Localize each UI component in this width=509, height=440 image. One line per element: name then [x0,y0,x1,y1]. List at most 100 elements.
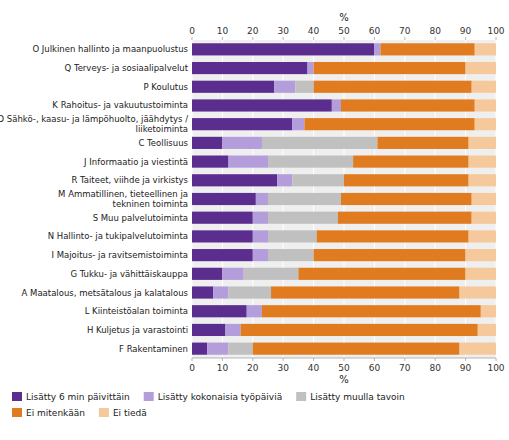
category-label-line: S Muu palvelutoiminta [93,213,188,223]
x-tick-bottom [283,358,284,361]
bar-segment [247,305,262,317]
bar-segment [277,174,292,186]
bars [192,43,496,354]
bar-segment [314,249,466,261]
bar-segment [295,81,313,93]
legend-label: Ei mitenkään [26,408,85,418]
category-label: G Tukku- ja vähittäiskauppa [70,269,188,279]
bar-segment [262,137,378,149]
bar-segment [472,81,496,93]
bar-segment [268,212,338,224]
bar-segment [192,305,247,317]
bar-segment [253,230,268,242]
bar-segment [292,118,304,130]
x-tick-bottom [344,358,345,361]
category-label: M Ammatillinen, tieteellinen ja tekninen… [58,189,188,209]
bar-segment [222,137,262,149]
legend-label: Lisätty muulla tavoin [310,392,405,402]
legend-label: Lisätty kokonaisia työpäiviä [158,392,282,402]
x-tick-label-top: 30 [277,26,289,36]
bar-segment [192,193,256,205]
x-tick-label-bottom: 40 [308,363,320,373]
x-tick-label-bottom: 20 [247,363,259,373]
category-label-line: M Ammatillinen, tieteellinen ja [58,189,188,199]
x-tick-top [374,37,375,40]
bar-segment [192,286,213,298]
category-label-line: L Kiinteistöalan toiminta [85,306,188,316]
chart: 0010102020303040405050606070708080909010… [0,0,509,440]
legend-swatch [12,392,22,401]
bar-segment [469,230,496,242]
bar-segment [466,268,496,280]
legend-label: Lisätty 6 min päivittäin [26,392,130,402]
x-tick-bottom [252,358,253,361]
category-label-line: liiketoiminta [127,124,188,134]
bar-segment [478,324,496,336]
bar-segment [380,43,474,55]
bar-segment [228,343,252,355]
category-label-line: J Informaatio ja viestintä [83,157,188,167]
bar-segment [192,62,308,74]
bar-segment [460,286,496,298]
x-tick-label-top: 20 [247,26,259,36]
x-tick-label-bottom: 0 [189,363,195,373]
bar-segment [207,343,228,355]
bar-segment [192,137,222,149]
bar-segment [460,343,496,355]
bar-segment [472,193,496,205]
bar-segment [192,174,277,186]
bar-segment [469,174,496,186]
x-tick-top [496,37,497,40]
bar-segment [292,174,344,186]
category-label: A Maatalous, metsätalous ja kalatalous [22,288,189,298]
bar-segment [192,249,253,261]
bar-segment [314,81,472,93]
bar-segment [222,268,243,280]
bar-segment [213,286,228,298]
bar-segment [225,324,240,336]
bar-segment [192,343,207,355]
x-tick-bottom [192,358,193,361]
category-label: K Rahoitus- ja vakuutustoiminta [52,100,188,110]
x-tick-label-bottom: 90 [460,363,472,373]
legend-swatch [144,392,154,401]
x-tick-bottom [404,358,405,361]
x-tick-label-bottom: 70 [399,363,411,373]
bar-segment [268,230,317,242]
category-label-line: N Hallinto- ja tukipalvelutoiminta [48,231,188,241]
x-tick-top [435,37,436,40]
bar-segment [374,43,380,55]
x-tick-label-top: 90 [460,26,472,36]
category-label: C Teollisuus [138,138,188,148]
x-tick-top [344,37,345,40]
bar-segment [241,324,478,336]
category-label: O Julkinen hallinto ja maanpuolustus [32,44,188,54]
x-tick-top [222,37,223,40]
x-tick-label-top: 100 [487,26,504,36]
bar-segment [271,286,459,298]
legend-swatch [12,408,22,417]
bar-segment [274,81,295,93]
bar-segment [475,43,496,55]
bar-segment [192,230,253,242]
bar-segment [262,305,481,317]
category-label: R Taiteet, viihde ja virkistys [71,175,188,185]
x-tick-label-top: 0 [189,26,195,36]
bar-segment [472,212,496,224]
x-tick-label-bottom: 60 [369,363,381,373]
category-label-line: O Julkinen hallinto ja maanpuolustus [32,44,188,54]
x-tick-top [192,37,193,40]
bar-segment [341,99,475,111]
x-tick-label-top: 40 [308,26,320,36]
category-label: N Hallinto- ja tukipalvelutoiminta [48,231,188,241]
category-label: F Rakentaminen [119,344,188,354]
category-label-line: tekninen toiminta [104,199,188,209]
bar-segment [469,137,496,149]
bar-segment [338,212,472,224]
bar-segment [481,305,496,317]
category-label-line: R Taiteet, viihde ja virkistys [71,175,188,185]
x-tick-label-top: 60 [369,26,381,36]
x-tick-label-top: 80 [429,26,441,36]
bar-segment [192,118,292,130]
bar-segment [244,268,299,280]
